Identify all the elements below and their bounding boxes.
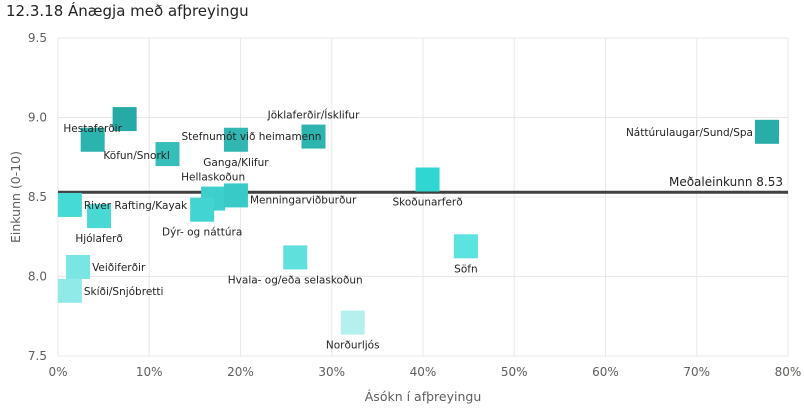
data-point[interactable] <box>190 197 215 222</box>
data-point-label: Menningarviðburður <box>250 194 357 206</box>
x-tick-label: 70% <box>683 365 710 379</box>
average-line-group: Meðaleinkunn 8.53 <box>58 175 788 194</box>
data-point[interactable] <box>57 192 82 217</box>
data-point[interactable] <box>112 107 137 132</box>
data-point-label: Náttúrulaugar/Sund/Spa <box>626 127 753 139</box>
data-point-label: River Rafting/Kayak <box>84 200 188 212</box>
x-axis-ticks: 0% 10% 20% 30% 40% 50% 60% 70% 80% <box>48 365 801 379</box>
data-point-label: Stefnumót við heimamenn <box>182 131 322 143</box>
data-point[interactable] <box>223 183 248 208</box>
x-axis-title: Ásókn í afþreyingu <box>365 389 482 404</box>
data-point[interactable] <box>415 167 440 192</box>
data-point[interactable] <box>223 127 248 152</box>
y-tick-label: 7.5 <box>28 349 47 363</box>
data-point[interactable] <box>66 254 91 279</box>
data-point-label: Veiðiferðir <box>92 262 146 274</box>
y-tick-label: 9.0 <box>28 111 47 125</box>
data-point[interactable] <box>453 234 478 259</box>
x-tick-label: 80% <box>775 365 802 379</box>
data-point-label: Hellaskoðun <box>181 172 245 184</box>
x-tick-label: 60% <box>592 365 619 379</box>
x-tick-label: 40% <box>410 365 437 379</box>
y-tick-label: 8.0 <box>28 270 47 284</box>
data-point[interactable] <box>80 127 105 152</box>
gridlines <box>57 37 789 357</box>
data-point-label: Söfn <box>454 263 477 275</box>
point-labels: Hestaferðir Köfun/Snorkl Stefnumót við hei… <box>63 109 753 352</box>
data-point-label: Dýr- og náttúra <box>162 227 242 239</box>
data-point[interactable] <box>283 245 308 270</box>
data-point[interactable] <box>340 310 365 335</box>
data-point-label: Norðurljós <box>326 340 380 352</box>
y-axis-title: Einkunn (0-10) <box>8 151 23 243</box>
data-point-label: Hjólaferð <box>75 233 123 245</box>
data-point-label: Hestaferðir <box>63 123 122 135</box>
data-points <box>57 107 780 335</box>
average-line-label: Meðaleinkunn 8.53 <box>669 175 783 189</box>
x-tick-label: 0% <box>48 365 67 379</box>
x-tick-label: 20% <box>227 365 254 379</box>
data-point-label: Hvala- og/eða selaskoðun <box>228 274 363 286</box>
data-point[interactable] <box>755 119 780 144</box>
data-point[interactable] <box>57 278 82 303</box>
y-tick-label: 9.5 <box>28 31 47 45</box>
x-tick-label: 50% <box>501 365 528 379</box>
data-point[interactable] <box>87 204 112 229</box>
x-tick-label: 10% <box>136 365 163 379</box>
x-tick-label: 30% <box>318 365 345 379</box>
y-tick-label: 8.5 <box>28 190 47 204</box>
data-point-label: Skoðunarferð <box>392 197 462 209</box>
data-point[interactable] <box>155 142 180 167</box>
y-axis-ticks: 7.5 8.0 8.5 9.0 9.5 <box>28 31 47 363</box>
data-point-label: Skíði/Snjóbretti <box>84 286 164 298</box>
data-point-label: Jöklaferðir/Ísklifur <box>267 109 360 122</box>
data-point-label: Köfun/Snorkl <box>103 150 169 162</box>
chart-title: 12.3.18 Ánægja með afþreyingu <box>6 2 249 20</box>
data-point-label: Ganga/Klifur <box>203 157 269 169</box>
data-point[interactable] <box>301 124 326 149</box>
